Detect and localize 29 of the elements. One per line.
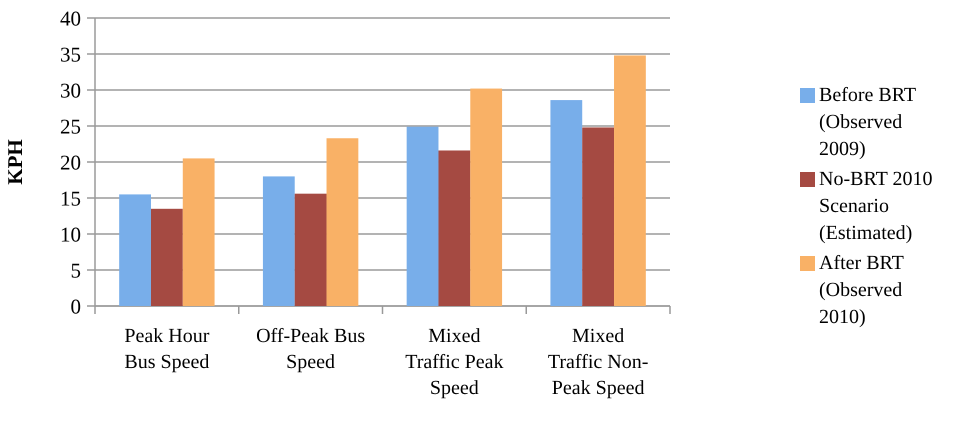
legend-label: Before BRT (Observed 2009) <box>819 84 916 160</box>
y-tick-label: 25 <box>60 114 81 138</box>
x-tick-label: Mixed Traffic Non-Peak Speed <box>548 325 648 399</box>
y-tick-label: 5 <box>70 258 81 282</box>
bar <box>294 194 327 306</box>
bar <box>182 158 215 306</box>
x-tick-label: Mixed Traffic Peak Speed <box>405 325 504 399</box>
y-tick-label: 10 <box>60 222 81 246</box>
bar <box>326 138 358 306</box>
y-axis-title: KPH <box>3 139 27 185</box>
bar <box>550 100 582 306</box>
bar <box>150 208 183 306</box>
x-tick-label: Peak Hour Bus Speed <box>124 325 210 373</box>
legend-label: After BRT (Observed 2010) <box>819 252 904 328</box>
bar <box>582 127 614 306</box>
y-tick-label: 20 <box>60 150 81 174</box>
x-tick-label: Off-Peak Bus Speed <box>256 325 366 373</box>
bar <box>119 194 151 306</box>
y-tick-label: 15 <box>60 186 81 210</box>
bar <box>438 150 470 306</box>
y-tick-label: 30 <box>60 78 81 102</box>
bar <box>470 88 502 306</box>
y-tick-label: 35 <box>60 42 81 66</box>
y-tick-label: 40 <box>60 6 81 30</box>
y-tick-label: 0 <box>70 294 81 318</box>
legend-label: No-BRT 2010 Scenario (Estimated) <box>819 168 932 244</box>
bar <box>262 176 295 306</box>
bar <box>614 55 646 306</box>
bar <box>406 126 438 306</box>
